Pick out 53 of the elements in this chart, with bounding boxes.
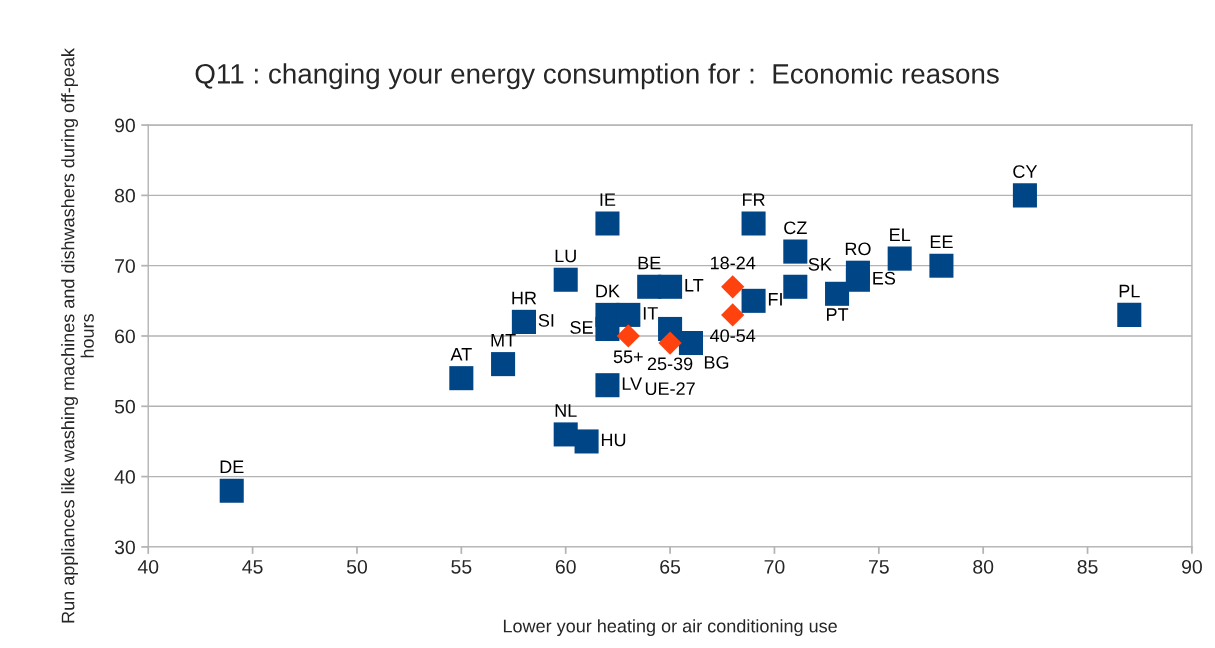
data-label: 18-24: [710, 256, 756, 270]
data-label: AT: [450, 348, 472, 361]
data-label: ES: [873, 271, 896, 285]
x-tick-label: 80: [973, 559, 994, 574]
data-label: CY: [1013, 165, 1038, 178]
x-tick-label: 75: [868, 560, 889, 574]
y-tick-label: 80: [114, 188, 135, 203]
y-tick-label: 60: [115, 329, 135, 344]
data-label: NL: [555, 404, 577, 417]
data-label: HU: [601, 433, 626, 447]
data-label: IT: [643, 307, 658, 320]
x-tick-label: 55: [451, 560, 472, 574]
y-tick-label: 40: [114, 470, 135, 484]
x-tick-label: 90: [1182, 559, 1202, 574]
data-label: LV: [622, 377, 643, 390]
data-label: HR: [512, 291, 537, 305]
x-tick-label: 50: [346, 559, 368, 574]
data-label: IE: [600, 193, 616, 206]
data-label: DK: [596, 284, 620, 298]
data-label: 25-39: [647, 357, 693, 371]
data-label: DE: [220, 460, 244, 474]
data-label: 40-54: [710, 329, 756, 343]
data-label: PL: [1119, 284, 1140, 298]
data-label: MT: [491, 334, 516, 347]
data-label: EL: [890, 228, 911, 242]
x-tick-label: 60: [555, 559, 576, 574]
data-label: CZ: [784, 221, 807, 235]
data-label: FI: [768, 293, 782, 306]
x-tick-label: 65: [660, 559, 681, 574]
x-tick-label: 70: [764, 559, 785, 574]
x-tick-label: 40: [137, 559, 159, 574]
data-label: FR: [743, 193, 765, 206]
y-axis-title: Run appliances like washing machines and dishwashers during off-peak hours: [61, 48, 94, 623]
data-label: SK: [808, 257, 832, 271]
chart-title: Q11 : changing your energy consumption for : Economic reasons: [195, 63, 999, 90]
data-label: RO: [845, 242, 871, 256]
y-tick-label: 50: [114, 399, 135, 414]
x-tick-label: 45: [242, 560, 263, 574]
data-label: PT: [827, 308, 849, 321]
data-label: EE: [930, 235, 953, 249]
data-label: SE: [570, 321, 593, 334]
y-tick-label: 30: [114, 540, 135, 555]
data-label: BG: [704, 356, 729, 369]
data-label: UE-27: [645, 382, 695, 395]
data-label: LU: [555, 249, 576, 263]
x-tick-label: 85: [1077, 559, 1098, 574]
data-label: BE: [638, 256, 661, 270]
x-axis-title: Lower your heating or air conditioning use: [503, 619, 837, 637]
data-label: 55+: [613, 350, 643, 364]
data-label: LT: [685, 279, 704, 292]
data-label: SI: [538, 313, 554, 327]
y-tick-label: 70: [115, 259, 135, 273]
y-tick-label: 90: [115, 118, 135, 133]
